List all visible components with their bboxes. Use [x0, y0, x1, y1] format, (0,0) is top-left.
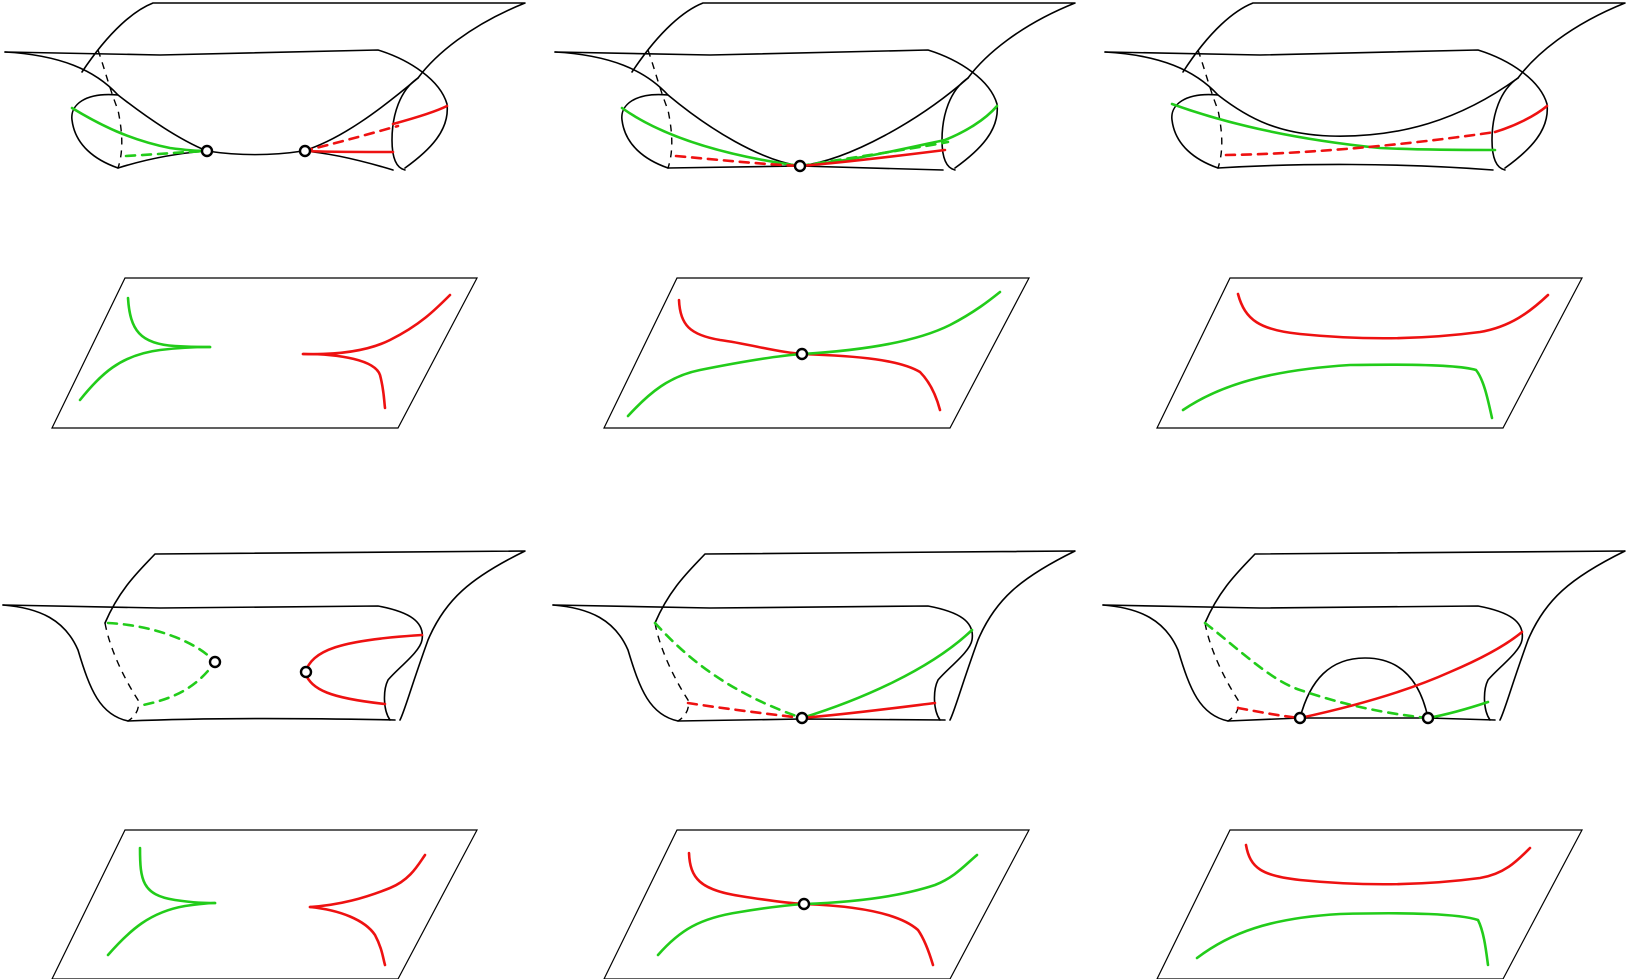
green-curve	[1426, 700, 1490, 720]
marked-point	[298, 144, 312, 158]
surface-back-edge	[1182, 2, 1626, 79]
red-branch-upper	[308, 853, 427, 909]
plane-frame	[51, 277, 478, 429]
marked-point	[1293, 711, 1307, 725]
green-curve-hidden	[1203, 621, 1430, 720]
surface-panel-r1c3	[1104, 2, 1626, 171]
right-tube-outline	[941, 77, 969, 171]
surface-back-edge	[104, 550, 526, 721]
plane-panel-r2c3	[1156, 277, 1583, 429]
red-curve-hidden	[686, 701, 804, 720]
surface-back-edge	[1204, 550, 1626, 721]
surface-back-edge	[631, 2, 1076, 79]
red-branch-lower	[301, 352, 387, 410]
green-curve-hidden	[124, 149, 209, 158]
right-tube-outline	[1491, 77, 1519, 171]
surface-rim	[552, 604, 974, 721]
surface-bottom-edge	[1217, 163, 1494, 171]
green-curve	[70, 106, 209, 153]
red-branch-lower	[800, 352, 942, 412]
surface-left-flank	[2, 604, 129, 722]
red-branch-upper	[677, 298, 804, 356]
surface-rim	[1102, 604, 1524, 721]
plane-panel-r4c2	[603, 829, 1030, 979]
green-branch-lower	[626, 352, 804, 418]
plane-panel-r4c3	[1156, 829, 1583, 979]
surface-back-edge	[81, 2, 526, 79]
green-branch-lower	[78, 345, 212, 402]
marked-point	[797, 897, 811, 911]
red-branch-lower	[802, 902, 935, 967]
left-tube-outline	[621, 93, 669, 169]
surface-front-edge	[4, 51, 419, 156]
green-curve	[1181, 363, 1494, 420]
surface-panel-r3c2	[552, 550, 1076, 725]
plane-panel-r4c1	[51, 829, 478, 979]
red-branch-upper	[301, 293, 452, 356]
green-branch-upper	[802, 853, 979, 906]
marked-point	[795, 347, 809, 361]
hidden-boundary	[97, 49, 123, 169]
surface-panel-r1c1	[4, 2, 526, 171]
red-curve-hidden	[1224, 130, 1497, 157]
marked-point	[795, 711, 809, 725]
surface-bottom-edge	[677, 718, 946, 722]
green-curve	[1195, 911, 1490, 967]
surface-left-flank	[552, 604, 679, 722]
surface-rim	[4, 49, 449, 169]
red-curve-hidden	[674, 154, 802, 168]
hidden-boundary	[1197, 49, 1223, 169]
red-branch-lower	[308, 905, 387, 967]
surface-bump	[1299, 657, 1429, 719]
surface-bottom-edge	[127, 717, 396, 722]
hidden-boundary	[654, 622, 690, 722]
surface-panel-r3c1	[2, 550, 526, 722]
surface-panel-r1c2	[554, 2, 1076, 173]
surface-front-edge	[554, 51, 969, 167]
marked-point	[208, 655, 222, 669]
red-curve	[798, 148, 947, 168]
red-curve-hidden	[301, 124, 400, 153]
hidden-boundary	[1204, 622, 1240, 722]
surface-back-edge	[654, 550, 1076, 721]
plane-panel-r2c2	[603, 277, 1030, 429]
marked-point	[200, 144, 214, 158]
left-tube-outline	[71, 93, 119, 169]
surface-front-edge	[1104, 51, 1519, 137]
green-curve-hidden	[653, 621, 804, 720]
green-curve	[800, 628, 974, 720]
surface-rim	[554, 49, 999, 169]
red-curve	[303, 633, 424, 675]
surface-panel-r3c3	[1102, 550, 1626, 725]
plane-panel-r2c1	[51, 277, 478, 429]
red-curve-hidden	[1236, 706, 1302, 720]
red-curve	[1298, 630, 1524, 720]
right-tube-outline	[391, 77, 419, 171]
green-branch-upper	[800, 290, 1002, 356]
plane-frame	[51, 829, 478, 979]
surface-rim	[1104, 49, 1549, 169]
red-branch-upper	[687, 851, 806, 906]
red-curve	[800, 701, 937, 720]
green-branch-lower	[106, 901, 217, 957]
marked-point	[793, 159, 807, 173]
plane-frame	[1156, 277, 1583, 429]
red-curve	[1236, 292, 1550, 340]
hidden-boundary	[647, 49, 673, 169]
surface-left-flank	[1102, 604, 1229, 722]
red-curve	[1244, 843, 1532, 886]
green-curve-hidden	[106, 621, 217, 708]
marked-point	[1421, 711, 1435, 725]
surface-bottom-edge	[1227, 717, 1496, 722]
left-tube-outline	[1171, 93, 1219, 169]
marked-point	[299, 665, 313, 679]
red-curve	[1493, 104, 1549, 134]
plane-frame	[1156, 829, 1583, 979]
green-curve	[1170, 102, 1497, 152]
red-curve-lower	[303, 671, 387, 706]
hidden-boundary	[104, 622, 140, 722]
surface-rim	[2, 604, 424, 721]
green-branch-lower	[656, 902, 806, 957]
